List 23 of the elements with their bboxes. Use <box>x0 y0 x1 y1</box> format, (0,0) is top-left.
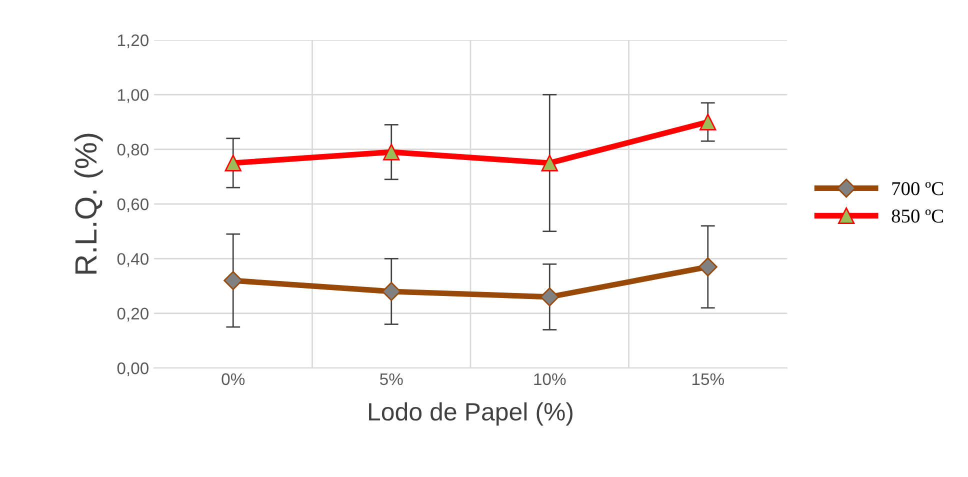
y-tick-label: 0,00 <box>117 362 148 376</box>
x-tick-label: 10% <box>534 373 566 386</box>
y-tick-label: 0,60 <box>117 198 148 212</box>
y-tick-label: 1,20 <box>118 34 148 48</box>
point <box>698 257 718 276</box>
point <box>541 154 558 172</box>
y-axis-title: R.L.Q. (%) <box>74 134 103 274</box>
y-tick-label: 0,80 <box>117 144 148 158</box>
y-tick-label: 0,40 <box>117 253 148 267</box>
y-tick-label: 0,20 <box>117 308 148 322</box>
x-tick-label: 15% <box>692 373 724 386</box>
x-tick-label: 5% <box>380 373 403 386</box>
point <box>382 282 401 301</box>
legend-label: 850 ºC <box>892 210 944 223</box>
x-tick-label: 0% <box>222 373 245 386</box>
point <box>224 154 242 172</box>
y-tick-label: 1,00 <box>118 89 148 103</box>
point <box>540 287 560 306</box>
point <box>700 114 716 130</box>
point <box>224 271 243 290</box>
legend-label: 700 ºC <box>892 182 944 196</box>
x-axis-title: Lodo de Papel (%) <box>369 402 572 426</box>
point <box>383 144 400 160</box>
